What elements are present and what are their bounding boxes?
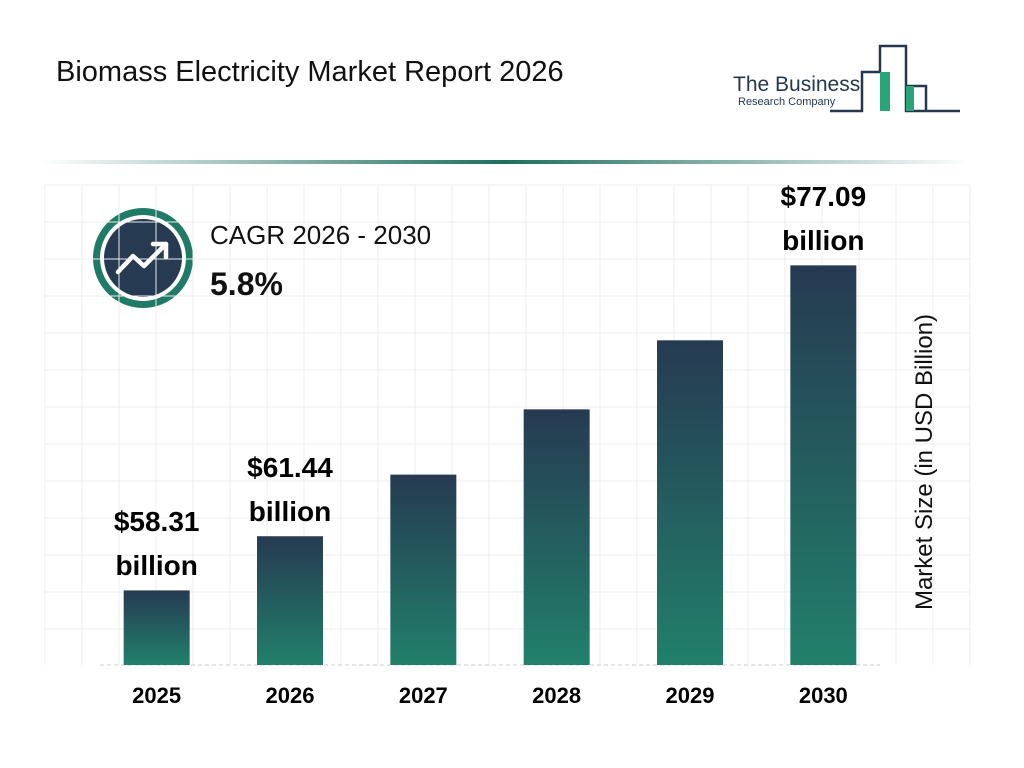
x-tick-label: 2026 (265, 683, 315, 708)
x-tick-label: 2028 (532, 683, 582, 708)
bar (390, 474, 457, 665)
value-label: $61.44 billion (247, 452, 333, 528)
bar (123, 590, 190, 665)
cagr-icon (93, 208, 193, 308)
x-tick-label: 2030 (798, 683, 848, 708)
cagr-label: CAGR 2026 - 2030 (210, 220, 432, 250)
value-label: $58.31 billion (113, 506, 200, 582)
bar (790, 265, 857, 665)
logo-mark (830, 44, 960, 113)
bar (257, 536, 323, 665)
chart-title: Biomass Electricity Market Report 2026 (56, 56, 564, 88)
value-label: $77.09 billion (780, 181, 867, 257)
x-tick-label: 2027 (398, 683, 448, 708)
cagr-value: 5.8% (210, 266, 283, 302)
logo-line1: The Business (733, 73, 861, 96)
separator (40, 160, 970, 164)
x-tick-label: 2029 (665, 683, 715, 708)
x-tick-label: 2025 (132, 683, 182, 708)
bar (523, 409, 590, 665)
bar (657, 340, 723, 665)
logo-line2: Research Company (738, 96, 836, 108)
y-axis-label: Market Size (in USD Billion) (911, 313, 938, 611)
